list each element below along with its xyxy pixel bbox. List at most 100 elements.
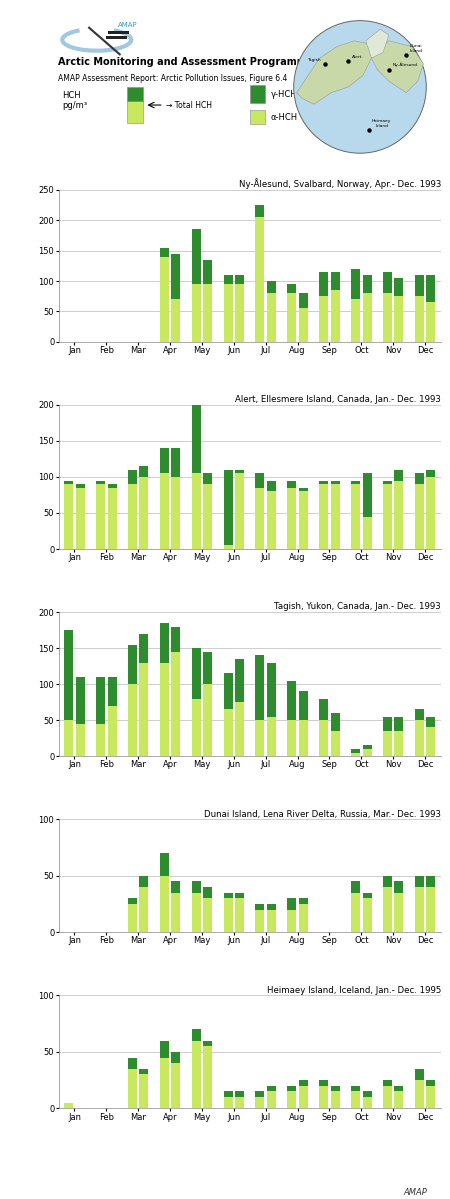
Bar: [256, 205, 265, 217]
Bar: [203, 260, 212, 284]
Bar: [235, 284, 244, 342]
Text: Heimaey Island, Iceland, Jan.- Dec. 1995: Heimaey Island, Iceland, Jan.- Dec. 1995: [266, 986, 441, 995]
Bar: [171, 652, 180, 757]
Bar: [331, 1086, 340, 1091]
Bar: [426, 728, 435, 757]
Bar: [256, 904, 265, 910]
Bar: [171, 627, 180, 652]
Bar: [299, 904, 308, 933]
Bar: [140, 875, 148, 887]
Bar: [192, 649, 201, 699]
Bar: [267, 910, 276, 933]
Bar: [395, 296, 403, 342]
Bar: [331, 713, 340, 731]
Bar: [383, 731, 392, 757]
Bar: [235, 703, 244, 757]
Bar: [224, 470, 233, 546]
Bar: [128, 898, 137, 904]
Bar: [106, 36, 127, 38]
Bar: [171, 254, 180, 300]
Circle shape: [294, 20, 426, 153]
Bar: [128, 645, 137, 685]
Bar: [319, 1080, 328, 1086]
Bar: [415, 875, 424, 887]
Bar: [395, 893, 403, 933]
Bar: [256, 910, 265, 933]
Bar: [395, 1086, 403, 1091]
Bar: [288, 481, 296, 488]
Bar: [395, 717, 403, 731]
Bar: [426, 1080, 435, 1086]
Bar: [160, 663, 169, 757]
Text: → Total HCH: → Total HCH: [166, 101, 212, 109]
Bar: [128, 1068, 137, 1108]
Bar: [140, 634, 148, 663]
Bar: [224, 284, 233, 342]
Bar: [267, 663, 276, 717]
Bar: [140, 1074, 148, 1108]
Bar: [351, 481, 360, 484]
Bar: [256, 656, 265, 721]
Bar: [108, 677, 117, 706]
Bar: [383, 1086, 392, 1108]
Bar: [363, 893, 372, 898]
Bar: [256, 1091, 265, 1097]
Text: Arctic Monitoring and Assessment Programme: Arctic Monitoring and Assessment Program…: [58, 56, 314, 67]
Bar: [331, 481, 340, 484]
Text: γ-HCH: γ-HCH: [271, 90, 297, 98]
Bar: [415, 296, 424, 342]
Bar: [351, 300, 360, 342]
Bar: [288, 721, 296, 757]
Bar: [395, 470, 403, 481]
Bar: [426, 887, 435, 933]
Bar: [160, 448, 169, 474]
Bar: [299, 1080, 308, 1086]
Bar: [331, 484, 340, 549]
Bar: [267, 1086, 276, 1091]
Bar: [192, 284, 201, 342]
Bar: [267, 294, 276, 342]
Bar: [235, 474, 244, 549]
Bar: [319, 272, 328, 296]
Bar: [383, 481, 392, 484]
Bar: [76, 488, 85, 549]
Bar: [331, 1091, 340, 1108]
Bar: [160, 623, 169, 663]
Bar: [319, 481, 328, 484]
Bar: [363, 749, 372, 757]
Bar: [128, 904, 137, 933]
Bar: [383, 875, 392, 887]
Bar: [351, 1086, 360, 1091]
Bar: [426, 717, 435, 728]
Bar: [224, 1091, 233, 1097]
Text: AMAP Assessment Report: Arctic Pollution Issues, Figure 6.4: AMAP Assessment Report: Arctic Pollution…: [58, 73, 288, 83]
Bar: [351, 1091, 360, 1108]
Bar: [415, 1080, 424, 1108]
Bar: [383, 887, 392, 933]
Bar: [299, 721, 308, 757]
Bar: [426, 875, 435, 887]
Bar: [395, 1091, 403, 1108]
Bar: [299, 488, 308, 492]
Bar: [192, 1029, 201, 1041]
Bar: [383, 272, 392, 294]
Bar: [160, 247, 169, 257]
Bar: [250, 84, 265, 103]
Bar: [267, 1091, 276, 1108]
Bar: [299, 1086, 308, 1108]
Bar: [363, 474, 372, 517]
Bar: [331, 272, 340, 290]
Bar: [203, 887, 212, 898]
Bar: [160, 1041, 169, 1058]
Bar: [267, 904, 276, 910]
Bar: [192, 881, 201, 893]
Bar: [192, 699, 201, 757]
Bar: [363, 517, 372, 549]
Polygon shape: [372, 41, 423, 92]
Bar: [319, 721, 328, 757]
Bar: [96, 677, 105, 724]
Text: AMAP: AMAP: [404, 1187, 428, 1197]
Bar: [288, 488, 296, 549]
Bar: [256, 217, 265, 342]
Bar: [288, 1086, 296, 1091]
